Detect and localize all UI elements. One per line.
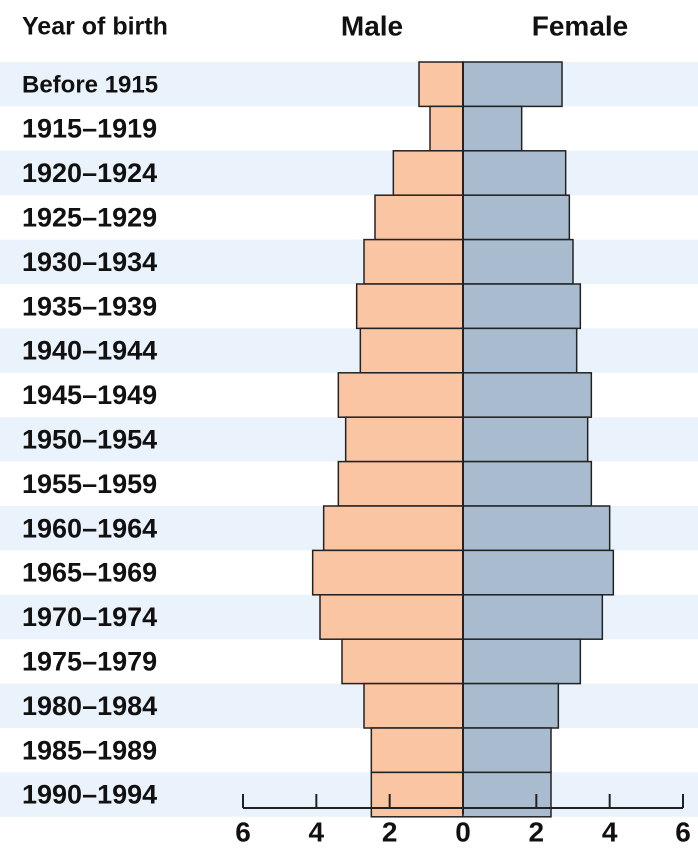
category-label: 1980–1984 [22, 691, 157, 721]
category-label: 1975–1979 [22, 647, 157, 677]
bar [429, 105, 464, 152]
row-band [0, 150, 698, 196]
bar [344, 416, 464, 463]
category-label: 1965–1969 [22, 558, 157, 588]
bar [462, 372, 593, 418]
x-tick-label: 6 [235, 816, 251, 847]
category-label: 1940–1944 [22, 336, 157, 366]
bar [363, 682, 464, 729]
bar [392, 150, 464, 196]
bar [462, 150, 567, 196]
row-band [0, 683, 698, 728]
category-axis-title: Year of birth [22, 13, 168, 41]
bar [359, 327, 464, 374]
category-label: 1960–1964 [22, 513, 157, 543]
x-tick-label: 0 [455, 816, 471, 847]
bar [337, 460, 464, 507]
bar [462, 416, 589, 463]
x-tick-label: 4 [602, 816, 618, 847]
row-band [0, 62, 698, 107]
bar [311, 549, 464, 596]
category-label: 1935–1939 [22, 291, 157, 321]
bar [462, 61, 563, 108]
category-label: 1920–1924 [22, 158, 157, 188]
bar [462, 638, 582, 685]
x-tick-label: 2 [382, 816, 398, 847]
bar [462, 594, 604, 640]
bar [370, 727, 464, 774]
bar [374, 194, 464, 241]
category-label: 1930–1934 [22, 247, 157, 277]
x-tick-label: 2 [529, 816, 545, 847]
bar [462, 238, 574, 285]
legend-label: Female [532, 10, 629, 41]
category-label: 1970–1974 [22, 602, 157, 632]
category-label: 1985–1989 [22, 735, 157, 765]
bar [319, 594, 464, 640]
bar [462, 549, 615, 596]
bar [462, 771, 552, 818]
bar [341, 638, 464, 685]
category-label: 1955–1959 [22, 469, 157, 499]
bar [418, 61, 464, 108]
bar [462, 727, 552, 774]
bar [355, 283, 464, 330]
bar [462, 283, 582, 330]
bar [462, 327, 578, 374]
bar [363, 238, 464, 285]
bar [462, 682, 560, 729]
bar [462, 194, 571, 241]
category-label: Before 1915 [22, 72, 158, 99]
bar [462, 505, 611, 552]
bar [337, 372, 464, 418]
row-band [0, 239, 698, 284]
legend-label: Male [341, 10, 403, 41]
x-tick-label: 6 [675, 816, 691, 847]
row-band [0, 328, 698, 373]
category-label: 1925–1929 [22, 203, 157, 233]
bar [370, 771, 464, 818]
category-label: 1950–1954 [22, 425, 157, 455]
bar [462, 105, 523, 152]
category-label: 1915–1919 [22, 114, 157, 144]
category-label: 1990–1994 [22, 780, 157, 810]
bar [322, 505, 464, 552]
bar [462, 460, 593, 507]
x-tick-label: 4 [309, 816, 325, 847]
row-band [0, 772, 698, 817]
category-label: 1945–1949 [22, 380, 157, 410]
